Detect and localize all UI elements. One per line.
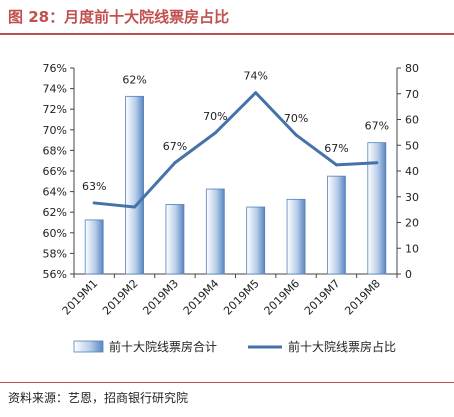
- data-label: 74%: [243, 70, 267, 83]
- x-tick-label: 2019M5: [221, 277, 262, 318]
- legend-bar-label: 前十大院线票房合计: [109, 339, 217, 354]
- bar: [205, 188, 225, 275]
- line-point: [334, 163, 338, 167]
- bar: [286, 198, 306, 275]
- left-tick-label: 72%: [43, 103, 67, 116]
- source-note: 资料来源：艺恩，招商银行研究院: [8, 391, 189, 405]
- x-tick-label: 2019M4: [181, 277, 222, 318]
- title-rule: [0, 33, 454, 35]
- right-tick-label: 40: [405, 165, 419, 178]
- data-label: 67%: [163, 140, 187, 153]
- right-tick-label: 70: [405, 88, 419, 101]
- bar: [367, 142, 387, 275]
- source-rule: [0, 382, 454, 383]
- line-point: [375, 161, 379, 165]
- line-point: [173, 161, 177, 165]
- bar: [165, 204, 185, 275]
- left-tick-label: 62%: [43, 206, 67, 219]
- left-tick-label: 64%: [43, 186, 67, 199]
- left-tick-label: 74%: [43, 83, 67, 96]
- right-tick-label: 50: [405, 139, 419, 152]
- x-tick-label: 2019M1: [60, 277, 101, 318]
- left-tick-label: 66%: [43, 165, 67, 178]
- left-tick-label: 60%: [43, 227, 67, 240]
- x-tick-label: 2019M8: [342, 277, 383, 318]
- left-tick-label: 70%: [43, 124, 67, 137]
- x-tick-label: 2019M7: [302, 277, 343, 318]
- bar: [125, 95, 144, 275]
- right-tick-label: 10: [405, 242, 419, 255]
- data-label: 62%: [122, 73, 146, 86]
- legend-bar-swatch: [73, 340, 104, 353]
- x-tick-label: 2019M6: [262, 277, 303, 318]
- legend: 前十大院线票房合计 前十大院线票房占比: [73, 339, 396, 354]
- line-point: [213, 131, 217, 135]
- line-path: [94, 91, 377, 209]
- bar: [246, 206, 266, 275]
- left-tick-label: 68%: [43, 144, 67, 157]
- bar: [84, 219, 104, 275]
- data-label: 67%: [365, 120, 389, 133]
- bar: [327, 175, 346, 275]
- line-point: [254, 91, 258, 95]
- right-tick-label: 0: [405, 268, 412, 281]
- left-tick-label: 58%: [43, 247, 67, 260]
- data-labels: 63% 62% 67% 70% 74% 70% 67% 67%: [82, 70, 389, 193]
- data-label: 63%: [82, 180, 106, 193]
- left-tick-label: 56%: [43, 268, 67, 281]
- data-label: 67%: [324, 142, 348, 155]
- data-label: 70%: [284, 112, 308, 125]
- line-point: [294, 133, 298, 137]
- line-point: [133, 205, 137, 209]
- bar-series: [84, 95, 387, 275]
- right-tick-label: 30: [405, 191, 419, 204]
- x-tick-label: 2019M3: [140, 277, 181, 318]
- line-series: [92, 91, 379, 209]
- legend-line-label: 前十大院线票房占比: [288, 339, 396, 354]
- data-label: 70%: [203, 110, 227, 123]
- left-tick-label: 76%: [43, 62, 67, 75]
- line-point: [92, 201, 96, 205]
- x-tick-label: 2019M2: [100, 277, 141, 318]
- right-tick-label: 60: [405, 114, 419, 127]
- chart-title: 图 28：月度前十大院线票房占比: [8, 8, 230, 26]
- right-tick-label: 20: [405, 217, 419, 230]
- right-tick-label: 80: [405, 62, 419, 75]
